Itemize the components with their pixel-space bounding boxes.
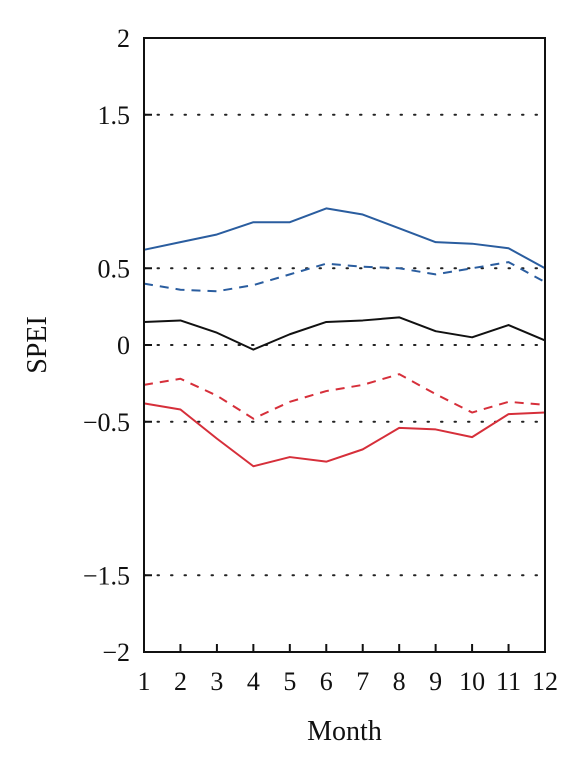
x-tick-label: 7 (356, 667, 369, 696)
plot-frame (143, 37, 546, 653)
y-tick-label: 1.5 (98, 101, 131, 130)
y-axis: 2 1.5 0.5 0 −0.5 −1.5 −2 (83, 24, 152, 667)
y-tick-label: −2 (102, 638, 130, 667)
x-axis: 1 2 3 4 5 6 7 8 9 10 11 12 (138, 644, 558, 696)
x-axis-title: Month (307, 716, 382, 747)
x-tick-label: 8 (393, 667, 406, 696)
x-tick-label: 10 (459, 667, 485, 696)
series-line-4 (143, 373, 546, 420)
y-tick-label: −0.5 (83, 408, 130, 437)
x-tick-label: 11 (496, 667, 521, 696)
y-axis-title: SPEI (22, 316, 53, 374)
x-tick-label: 4 (247, 667, 260, 696)
gridlines (143, 113, 546, 577)
y-tick-label: 2 (117, 24, 130, 53)
x-tick-label: 9 (429, 667, 442, 696)
series-line-1 (143, 207, 546, 270)
series-line-2 (143, 261, 546, 293)
series-line-3 (143, 316, 546, 351)
y-tick-label: −1.5 (83, 561, 130, 590)
x-tick-label: 2 (174, 667, 187, 696)
y-tick-label: 0 (117, 331, 130, 360)
series-lines (143, 207, 546, 468)
x-tick-label: 6 (320, 667, 333, 696)
x-tick-label: 5 (283, 667, 296, 696)
y-tick-label: 0.5 (98, 254, 131, 283)
x-tick-label: 3 (210, 667, 223, 696)
series-line-5 (143, 402, 546, 468)
x-tick-label: 1 (138, 667, 151, 696)
x-tick-label: 12 (532, 667, 558, 696)
